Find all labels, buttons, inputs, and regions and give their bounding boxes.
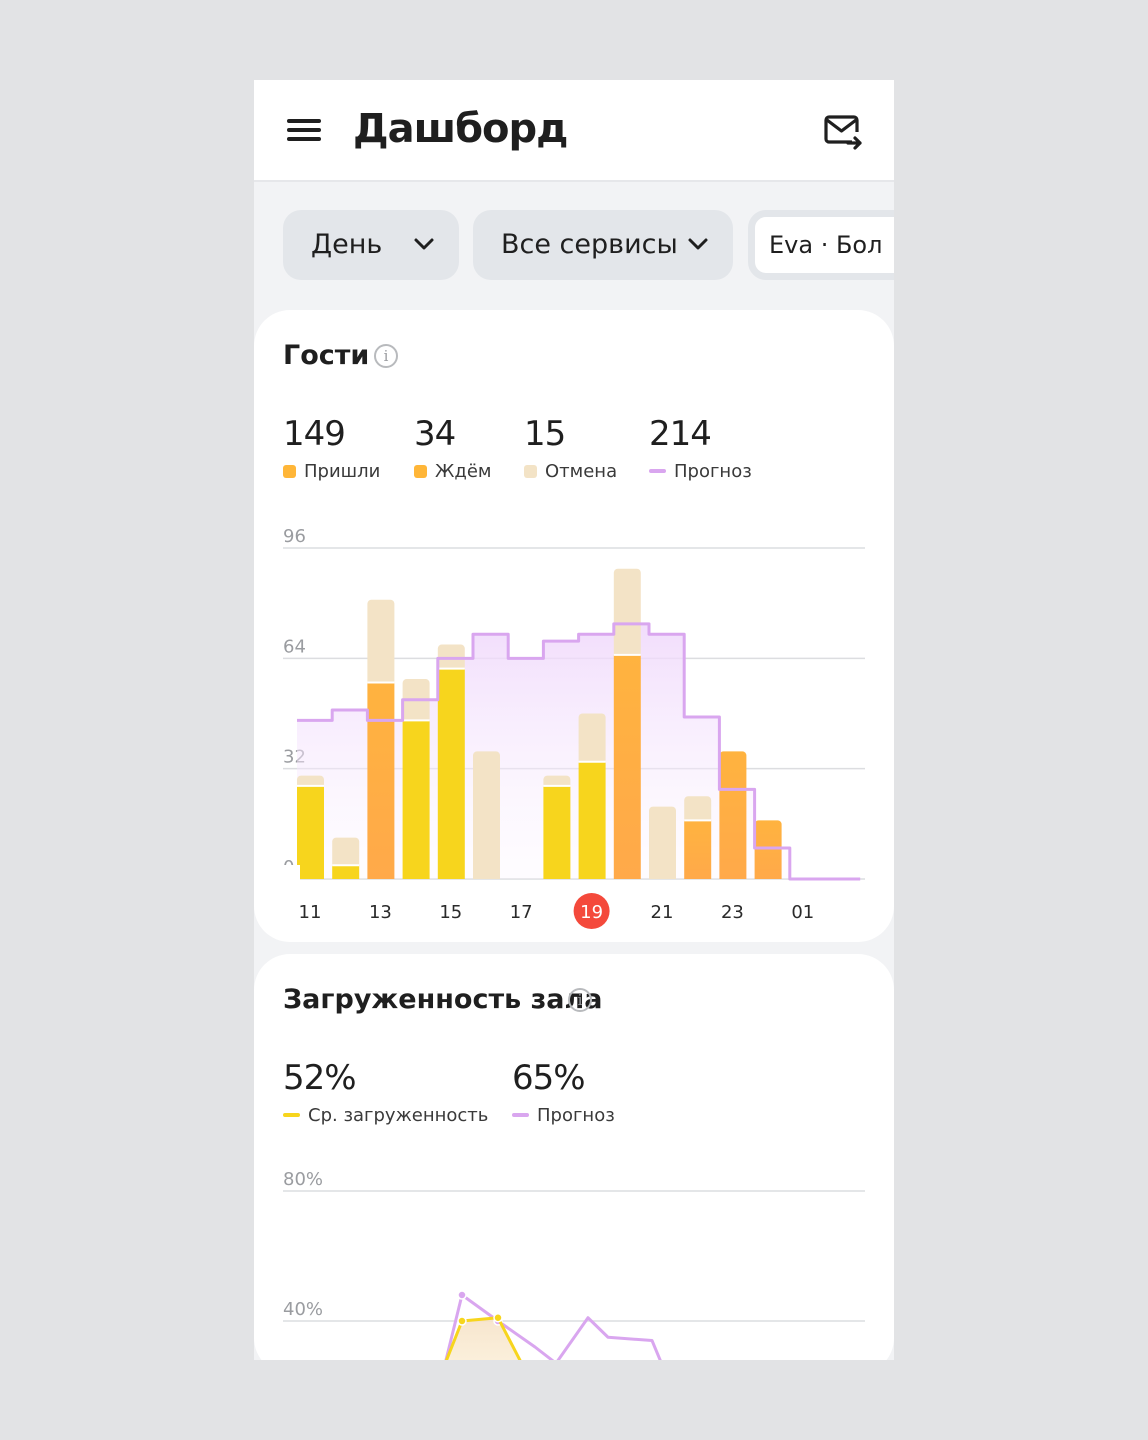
stat-cancel-value: 15	[524, 414, 566, 454]
bar-main-segment	[437, 668, 465, 879]
bar-cancel-segment	[473, 751, 500, 879]
page-title: Дашборд	[353, 106, 568, 152]
y-tick-label: 64	[283, 636, 306, 657]
bar-cancel-segment	[649, 806, 676, 879]
x-tick-label-current: 19	[580, 902, 603, 923]
bar-main-segment	[719, 751, 747, 879]
average-point	[457, 1316, 467, 1326]
guests-chart: 96643201113151719212301	[278, 526, 865, 929]
bar-main-segment	[684, 820, 712, 879]
venue-filter-chip[interactable]: Eva · Бол	[748, 210, 894, 280]
stat-occupancy-forecast-label: Прогноз	[537, 1105, 615, 1126]
bar-main-segment	[402, 720, 430, 879]
service-filter-dropdown[interactable]: Все сервисы	[473, 210, 733, 280]
stat-forecast-label: Прогноз	[674, 461, 752, 482]
stat-came-value: 149	[283, 414, 346, 454]
stat-cancel: 15 Отмена	[524, 414, 617, 484]
venue-filter-label: Eva · Бол	[769, 231, 883, 259]
legend-line-occupancy-forecast	[512, 1113, 529, 1117]
bar-main-segment	[613, 654, 641, 879]
legend-swatch-cancel	[524, 465, 537, 478]
stat-avg-occupancy-label: Ср. загруженность	[308, 1105, 489, 1126]
phone-screen: Дашборд День Все сервисы Eva · Бол Гости…	[254, 80, 894, 1360]
bar-main-segment	[754, 820, 782, 879]
legend-swatch-came	[283, 465, 296, 478]
app-bar: Дашборд	[254, 80, 894, 182]
average-point	[493, 1313, 503, 1323]
stat-came-label: Пришли	[304, 461, 381, 482]
mail-forward-icon[interactable]	[822, 112, 864, 152]
bar-main-segment	[332, 865, 360, 879]
info-icon[interactable]: i	[374, 344, 398, 368]
bar-cancel-segment	[367, 599, 395, 683]
stat-occupancy-forecast-value: 65%	[512, 1058, 586, 1098]
bar-cancel-segment	[297, 775, 324, 786]
bar-cancel-segment	[578, 713, 606, 762]
service-filter-label: Все сервисы	[501, 229, 678, 260]
info-icon[interactable]: i	[568, 988, 592, 1012]
forecast-line	[297, 622, 861, 881]
chevron-down-icon	[688, 238, 708, 250]
period-filter-label: День	[311, 229, 383, 260]
occupancy-card: Загруженность зала i 52% Ср. загруженнос…	[254, 954, 894, 1360]
x-tick-label: 13	[369, 902, 392, 923]
bar-main-segment	[578, 761, 606, 879]
legend-line-avg	[283, 1113, 300, 1117]
bar-main-segment	[543, 785, 571, 879]
stat-came: 149 Пришли	[283, 414, 380, 484]
stat-cancel-label: Отмена	[545, 461, 618, 482]
stat-forecast-value: 214	[649, 414, 712, 454]
hamburger-menu-icon[interactable]	[287, 116, 321, 144]
legend-line-forecast	[649, 469, 666, 473]
x-tick-label: 23	[721, 902, 744, 923]
stat-avg-occupancy-value: 52%	[283, 1058, 357, 1098]
occupancy-chart: 80% 40%	[283, 1169, 865, 1360]
bar-cancel-segment	[543, 775, 571, 786]
occupancy-area	[446, 1317, 520, 1360]
forecast-point	[457, 1290, 467, 1300]
bar-cancel-segment	[437, 644, 465, 669]
zero-label-bg	[278, 865, 300, 891]
x-tick-label: 17	[510, 902, 533, 923]
bar-main-segment	[367, 682, 395, 879]
chevron-down-icon	[414, 238, 434, 250]
stat-waiting-label: Ждём	[435, 461, 492, 482]
bar-cancel-segment	[684, 796, 712, 821]
legend-swatch-waiting	[414, 465, 427, 478]
guests-card-title: Гости	[283, 340, 370, 371]
period-filter-dropdown[interactable]: День	[283, 210, 459, 280]
y-tick-label: 80%	[283, 1169, 323, 1190]
bar-cancel-segment	[332, 837, 360, 866]
occupancy-card-title: Загруженность зала	[283, 984, 603, 1015]
current-hour-marker	[573, 893, 610, 929]
stat-forecast: 214 Прогноз	[649, 414, 752, 484]
stat-waiting: 34 Ждём	[414, 414, 492, 484]
x-tick-label: 11	[299, 902, 322, 923]
stat-waiting-value: 34	[414, 414, 456, 454]
x-tick-label: 21	[651, 902, 674, 923]
forecast-line	[444, 1293, 662, 1360]
bar-main-segment	[297, 785, 324, 879]
y-tick-label: 40%	[283, 1299, 323, 1320]
stat-occupancy-forecast: 65% Прогноз	[512, 1058, 615, 1128]
y-tick-label: 96	[283, 526, 306, 547]
x-tick-label: 01	[791, 902, 814, 923]
filter-bar: День Все сервисы Eva · Бол	[283, 210, 894, 282]
stat-avg-occupancy: 52% Ср. загруженность	[283, 1058, 488, 1128]
x-tick-label: 15	[439, 902, 462, 923]
guests-card: Гости i 149 Пришли 34 Ждём 15 Отмена 214…	[254, 310, 894, 942]
bar-cancel-segment	[613, 568, 641, 655]
